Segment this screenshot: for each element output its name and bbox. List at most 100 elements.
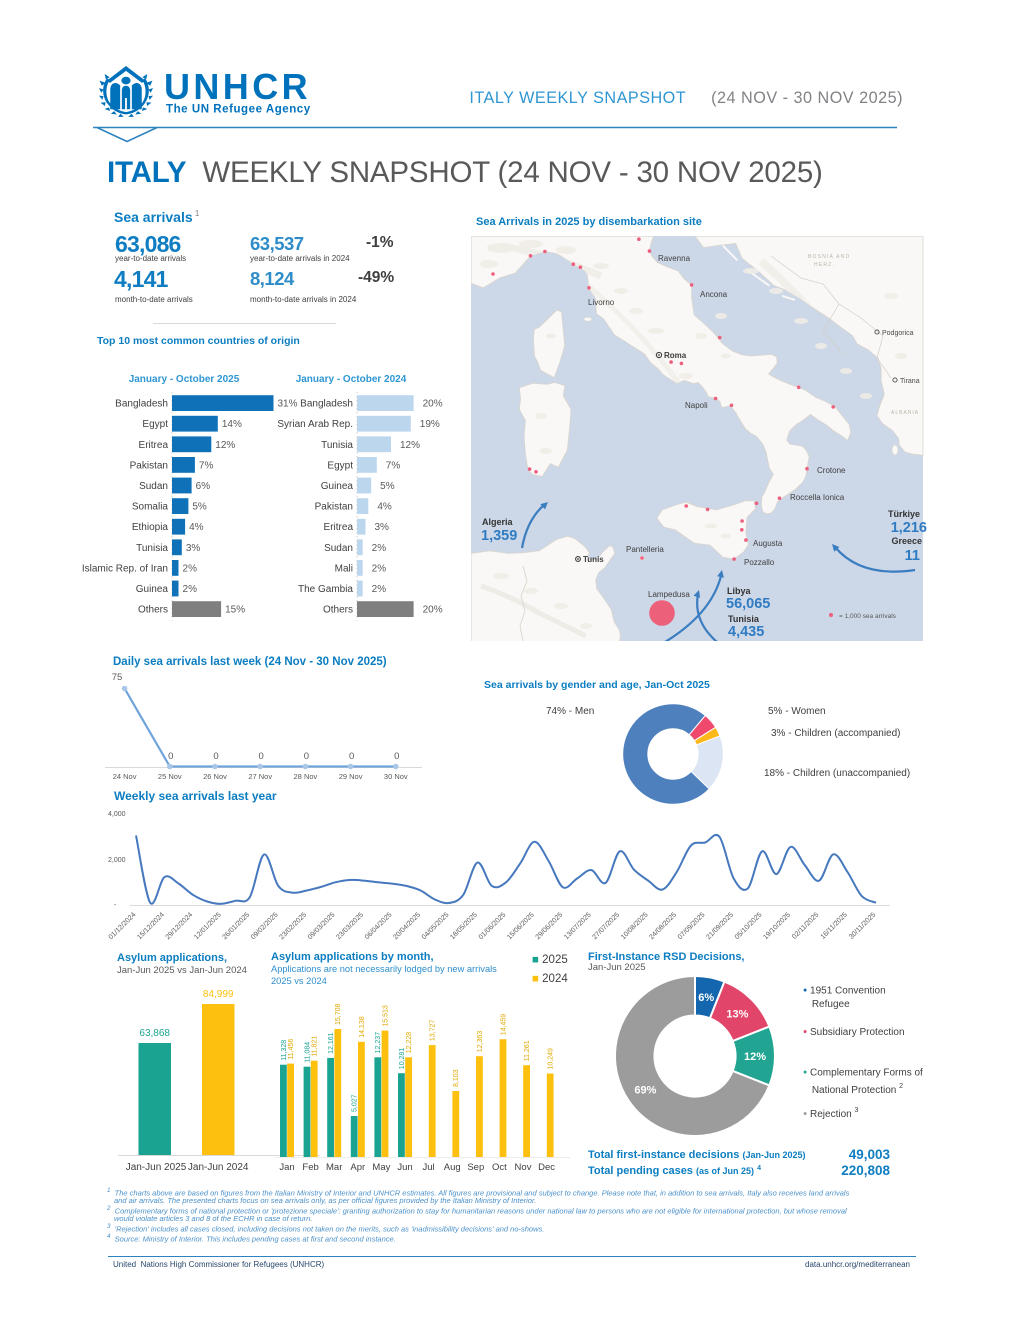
svg-text:Tunisia: Tunisia [321,440,353,451]
svg-text:15%: 15% [225,605,245,616]
svg-text:13,727: 13,727 [430,1020,437,1042]
svg-text:Ancona: Ancona [700,290,728,299]
svg-text:0: 0 [259,751,264,762]
svg-text:January - October 2025: January - October 2025 [129,374,240,385]
svg-text:7%: 7% [199,460,214,471]
svg-text:2,000: 2,000 [108,857,126,864]
svg-text:Ethiopia: Ethiopia [132,522,169,533]
svg-text:The UN Refugee Agency: The UN Refugee Agency [166,104,311,116]
svg-text:31%: 31% [277,399,297,410]
svg-text:-: - [114,902,117,909]
svg-text:11,821: 11,821 [312,1036,319,1057]
svg-text:15,513: 15,513 [382,1005,389,1027]
svg-text:63,868: 63,868 [139,1028,170,1039]
svg-text:Jan-Jun 2024: Jan-Jun 2024 [188,1162,249,1173]
svg-text:Mali: Mali [335,563,353,574]
svg-text:30/11/2025: 30/11/2025 [848,911,877,940]
svg-text:Greece: Greece [891,536,922,546]
svg-text:12%: 12% [215,440,235,451]
svg-text:1,359: 1,359 [481,528,517,544]
svg-text:2%: 2% [372,584,387,595]
svg-text:Algeria: Algeria [482,517,514,527]
svg-text:09/02/2025: 09/02/2025 [250,911,280,941]
svg-text:Bangladesh: Bangladesh [300,399,353,410]
svg-text:Türkiye: Türkiye [888,509,920,519]
svg-text:Guinea: Guinea [136,584,169,595]
svg-text:Aug: Aug [444,1162,461,1173]
svg-text:24/08/2025: 24/08/2025 [648,911,678,941]
svg-text:20%: 20% [423,605,443,616]
svg-text:29 Nov: 29 Nov [339,772,363,781]
svg-text:Dec: Dec [538,1162,555,1173]
svg-text:30 Nov: 30 Nov [384,772,408,781]
svg-text:Islamic Rep. of Iran: Islamic Rep. of Iran [82,563,168,574]
svg-text:Somalia: Somalia [132,502,169,513]
svg-text:Pantelleria: Pantelleria [626,545,664,554]
svg-text:Jan-Jun 2025: Jan-Jun 2025 [126,1162,187,1173]
svg-text:15,708: 15,708 [335,1003,342,1025]
svg-text:Roma: Roma [664,351,687,360]
svg-text:27 Nov: 27 Nov [248,772,272,781]
svg-text:0: 0 [349,751,354,762]
svg-text:Mar: Mar [326,1162,342,1173]
svg-text:Jan: Jan [279,1162,294,1173]
svg-text:26 Nov: 26 Nov [203,772,227,781]
svg-text:19/10/2025: 19/10/2025 [762,911,792,941]
svg-text:15/12/2024: 15/12/2024 [136,911,166,941]
svg-text:14,138: 14,138 [359,1016,366,1038]
svg-text:Sudan: Sudan [324,543,353,554]
svg-text:05/10/2025: 05/10/2025 [734,911,764,941]
svg-text:24 Nov: 24 Nov [113,772,137,781]
svg-text:2%: 2% [183,584,198,595]
svg-text:15/06/2025: 15/06/2025 [506,911,536,941]
svg-text:28 Nov: 28 Nov [294,772,318,781]
svg-text:Eritrea: Eritrea [324,522,354,533]
svg-text:Libya: Libya [727,586,752,596]
svg-text:75: 75 [112,672,123,683]
svg-text:Egypt: Egypt [327,460,353,471]
svg-text:07/09/2025: 07/09/2025 [677,911,707,941]
svg-text:Nov: Nov [515,1162,532,1173]
svg-text:4,000: 4,000 [108,811,126,818]
svg-text:HERZ.: HERZ. [814,262,835,268]
svg-text:14%: 14% [222,419,242,430]
svg-text:7%: 7% [386,460,401,471]
svg-text:5,027: 5,027 [352,1094,359,1112]
svg-text:18/05/2025: 18/05/2025 [449,911,479,941]
svg-text:6%: 6% [698,992,714,1004]
svg-text:23/03/2025: 23/03/2025 [335,911,365,941]
svg-text:21/09/2025: 21/09/2025 [705,911,735,941]
svg-text:10,249: 10,249 [548,1048,555,1070]
svg-text:Podgorica: Podgorica [882,330,914,337]
svg-text:12/01/2025: 12/01/2025 [193,911,223,941]
svg-text:0: 0 [304,751,309,762]
svg-text:4,435: 4,435 [728,624,764,640]
svg-text:25 Nov: 25 Nov [158,772,182,781]
svg-text:Livorno: Livorno [588,298,615,307]
svg-text:Lampedusa: Lampedusa [648,590,690,599]
svg-text:6%: 6% [196,481,211,492]
svg-text:10,281: 10,281 [399,1048,406,1070]
svg-text:Sudan: Sudan [139,481,168,492]
svg-text:= 1,000 sea arrivals: = 1,000 sea arrivals [839,613,897,620]
svg-text:5%: 5% [192,502,207,513]
svg-text:Feb: Feb [302,1162,318,1173]
svg-text:Jul: Jul [423,1162,435,1173]
svg-text:Syrian Arab Rep.: Syrian Arab Rep. [277,419,353,430]
svg-text:Others: Others [323,605,353,616]
svg-text:01/12/2024: 01/12/2024 [108,911,138,941]
svg-text:2%: 2% [183,563,198,574]
svg-text:11,261: 11,261 [524,1040,531,1061]
svg-text:The Gambia: The Gambia [298,584,353,595]
svg-text:UNHCR: UNHCR [164,66,311,107]
svg-text:11,328: 11,328 [281,1040,288,1061]
svg-text:12,228: 12,228 [406,1032,413,1054]
svg-text:Napoli: Napoli [685,401,708,410]
svg-text:2%: 2% [372,563,387,574]
svg-text:Pakistan: Pakistan [315,502,353,513]
svg-text:Jun: Jun [397,1162,412,1173]
svg-text:Pozzallo: Pozzallo [744,558,775,567]
svg-text:Augusta: Augusta [753,539,783,548]
svg-text:Roccella Ionica: Roccella Ionica [790,493,845,502]
svg-text:69%: 69% [634,1085,656,1097]
